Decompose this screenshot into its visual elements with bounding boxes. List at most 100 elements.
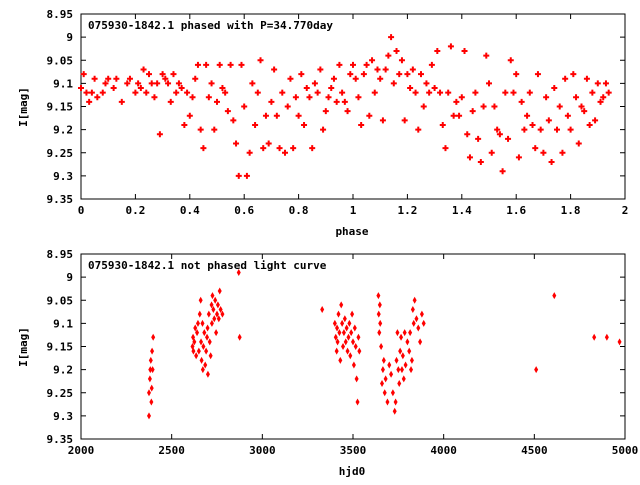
- x-axis-label: hjd0: [339, 465, 366, 478]
- data-point: [556, 103, 563, 110]
- data-point: [211, 306, 216, 313]
- data-point: [390, 389, 395, 397]
- data-point: [529, 122, 536, 128]
- data-point: [265, 140, 272, 147]
- data-point: [237, 333, 242, 341]
- data-point: [340, 319, 345, 327]
- data-point: [204, 347, 209, 355]
- data-point: [257, 57, 264, 64]
- data-point: [243, 172, 250, 179]
- data-point: [335, 338, 340, 346]
- data-point: [83, 89, 90, 96]
- y-ticks: 8.95 9 9.05 9.1 9.15 9.2 9.25 9.3 9.35: [47, 8, 625, 206]
- data-point: [356, 333, 361, 341]
- data-point: [371, 89, 378, 96]
- data-point: [397, 380, 402, 387]
- y-tick-label: 9.05: [47, 294, 74, 307]
- data-point: [197, 126, 204, 133]
- x-tick-label: 2500: [158, 444, 185, 457]
- data-point: [421, 319, 426, 327]
- data-point: [586, 122, 593, 128]
- data-point: [534, 71, 541, 78]
- data-point: [382, 389, 387, 397]
- data-points: [147, 269, 622, 420]
- data-point: [401, 375, 406, 383]
- data-point: [381, 356, 386, 364]
- data-point: [149, 398, 154, 406]
- data-point: [205, 324, 210, 332]
- data-point: [349, 329, 354, 337]
- data-point: [205, 94, 212, 101]
- data-point: [148, 356, 153, 364]
- data-point: [99, 89, 106, 96]
- data-point: [399, 333, 404, 341]
- y-tick-label: 9.2: [53, 124, 73, 137]
- data-point: [488, 149, 495, 156]
- data-point: [337, 329, 342, 337]
- data-point: [434, 48, 441, 54]
- data-point: [249, 80, 256, 87]
- y-tick-label: 8.95: [47, 248, 74, 261]
- data-point: [390, 80, 397, 87]
- data-point: [341, 329, 346, 337]
- data-point: [404, 71, 411, 78]
- data-point: [400, 352, 405, 360]
- data-point: [233, 140, 240, 147]
- y-tick-label: 8.95: [47, 8, 74, 21]
- data-point: [211, 126, 218, 133]
- data-point: [405, 338, 410, 346]
- data-point: [407, 85, 414, 91]
- data-point: [181, 122, 188, 128]
- data-point: [445, 89, 452, 96]
- data-point: [426, 89, 433, 96]
- data-point: [578, 103, 585, 110]
- data-point: [366, 112, 373, 119]
- data-point: [317, 66, 324, 73]
- data-point: [420, 103, 427, 110]
- data-point: [394, 356, 399, 364]
- data-point: [355, 94, 362, 101]
- data-point: [393, 48, 400, 54]
- y-tick-label: 9.15: [47, 341, 74, 354]
- data-point: [453, 98, 460, 105]
- data-point: [385, 52, 392, 59]
- data-point: [86, 98, 93, 105]
- data-point: [260, 145, 267, 152]
- data-point: [442, 145, 449, 152]
- data-point: [217, 287, 222, 295]
- data-point: [214, 98, 220, 105]
- data-point: [220, 310, 225, 318]
- data-point: [216, 315, 221, 323]
- data-point: [192, 75, 199, 82]
- data-point: [184, 89, 191, 96]
- data-point: [410, 306, 415, 313]
- data-point: [80, 71, 87, 78]
- data-point: [605, 89, 612, 96]
- data-point: [502, 89, 509, 96]
- data-point: [592, 333, 597, 341]
- data-point: [398, 57, 405, 64]
- data-point: [597, 98, 604, 105]
- data-point: [548, 159, 555, 165]
- data-point: [150, 347, 155, 355]
- phased-light-curve-chart: 075930-1842.1 phased with P=34.770day ph…: [17, 8, 628, 238]
- x-tick-label: 2000: [68, 444, 95, 457]
- data-point: [515, 154, 522, 161]
- data-point: [472, 89, 479, 96]
- x-tick-label: 0.8: [289, 204, 309, 217]
- data-point: [415, 126, 422, 133]
- data-point: [540, 149, 547, 156]
- data-point: [224, 108, 231, 115]
- data-point: [437, 89, 444, 96]
- data-point: [464, 131, 471, 138]
- data-point: [491, 103, 498, 110]
- data-point: [341, 98, 348, 105]
- x-tick-label: 4000: [430, 444, 457, 457]
- data-point: [589, 89, 596, 96]
- data-point: [336, 310, 341, 318]
- x-ticks: 2000 2500 3000 3500 4000 4500 5000: [68, 254, 638, 457]
- data-point: [159, 71, 166, 78]
- data-point: [379, 117, 386, 124]
- data-point: [450, 112, 457, 119]
- y-axis-label: I[mag]: [17, 327, 30, 367]
